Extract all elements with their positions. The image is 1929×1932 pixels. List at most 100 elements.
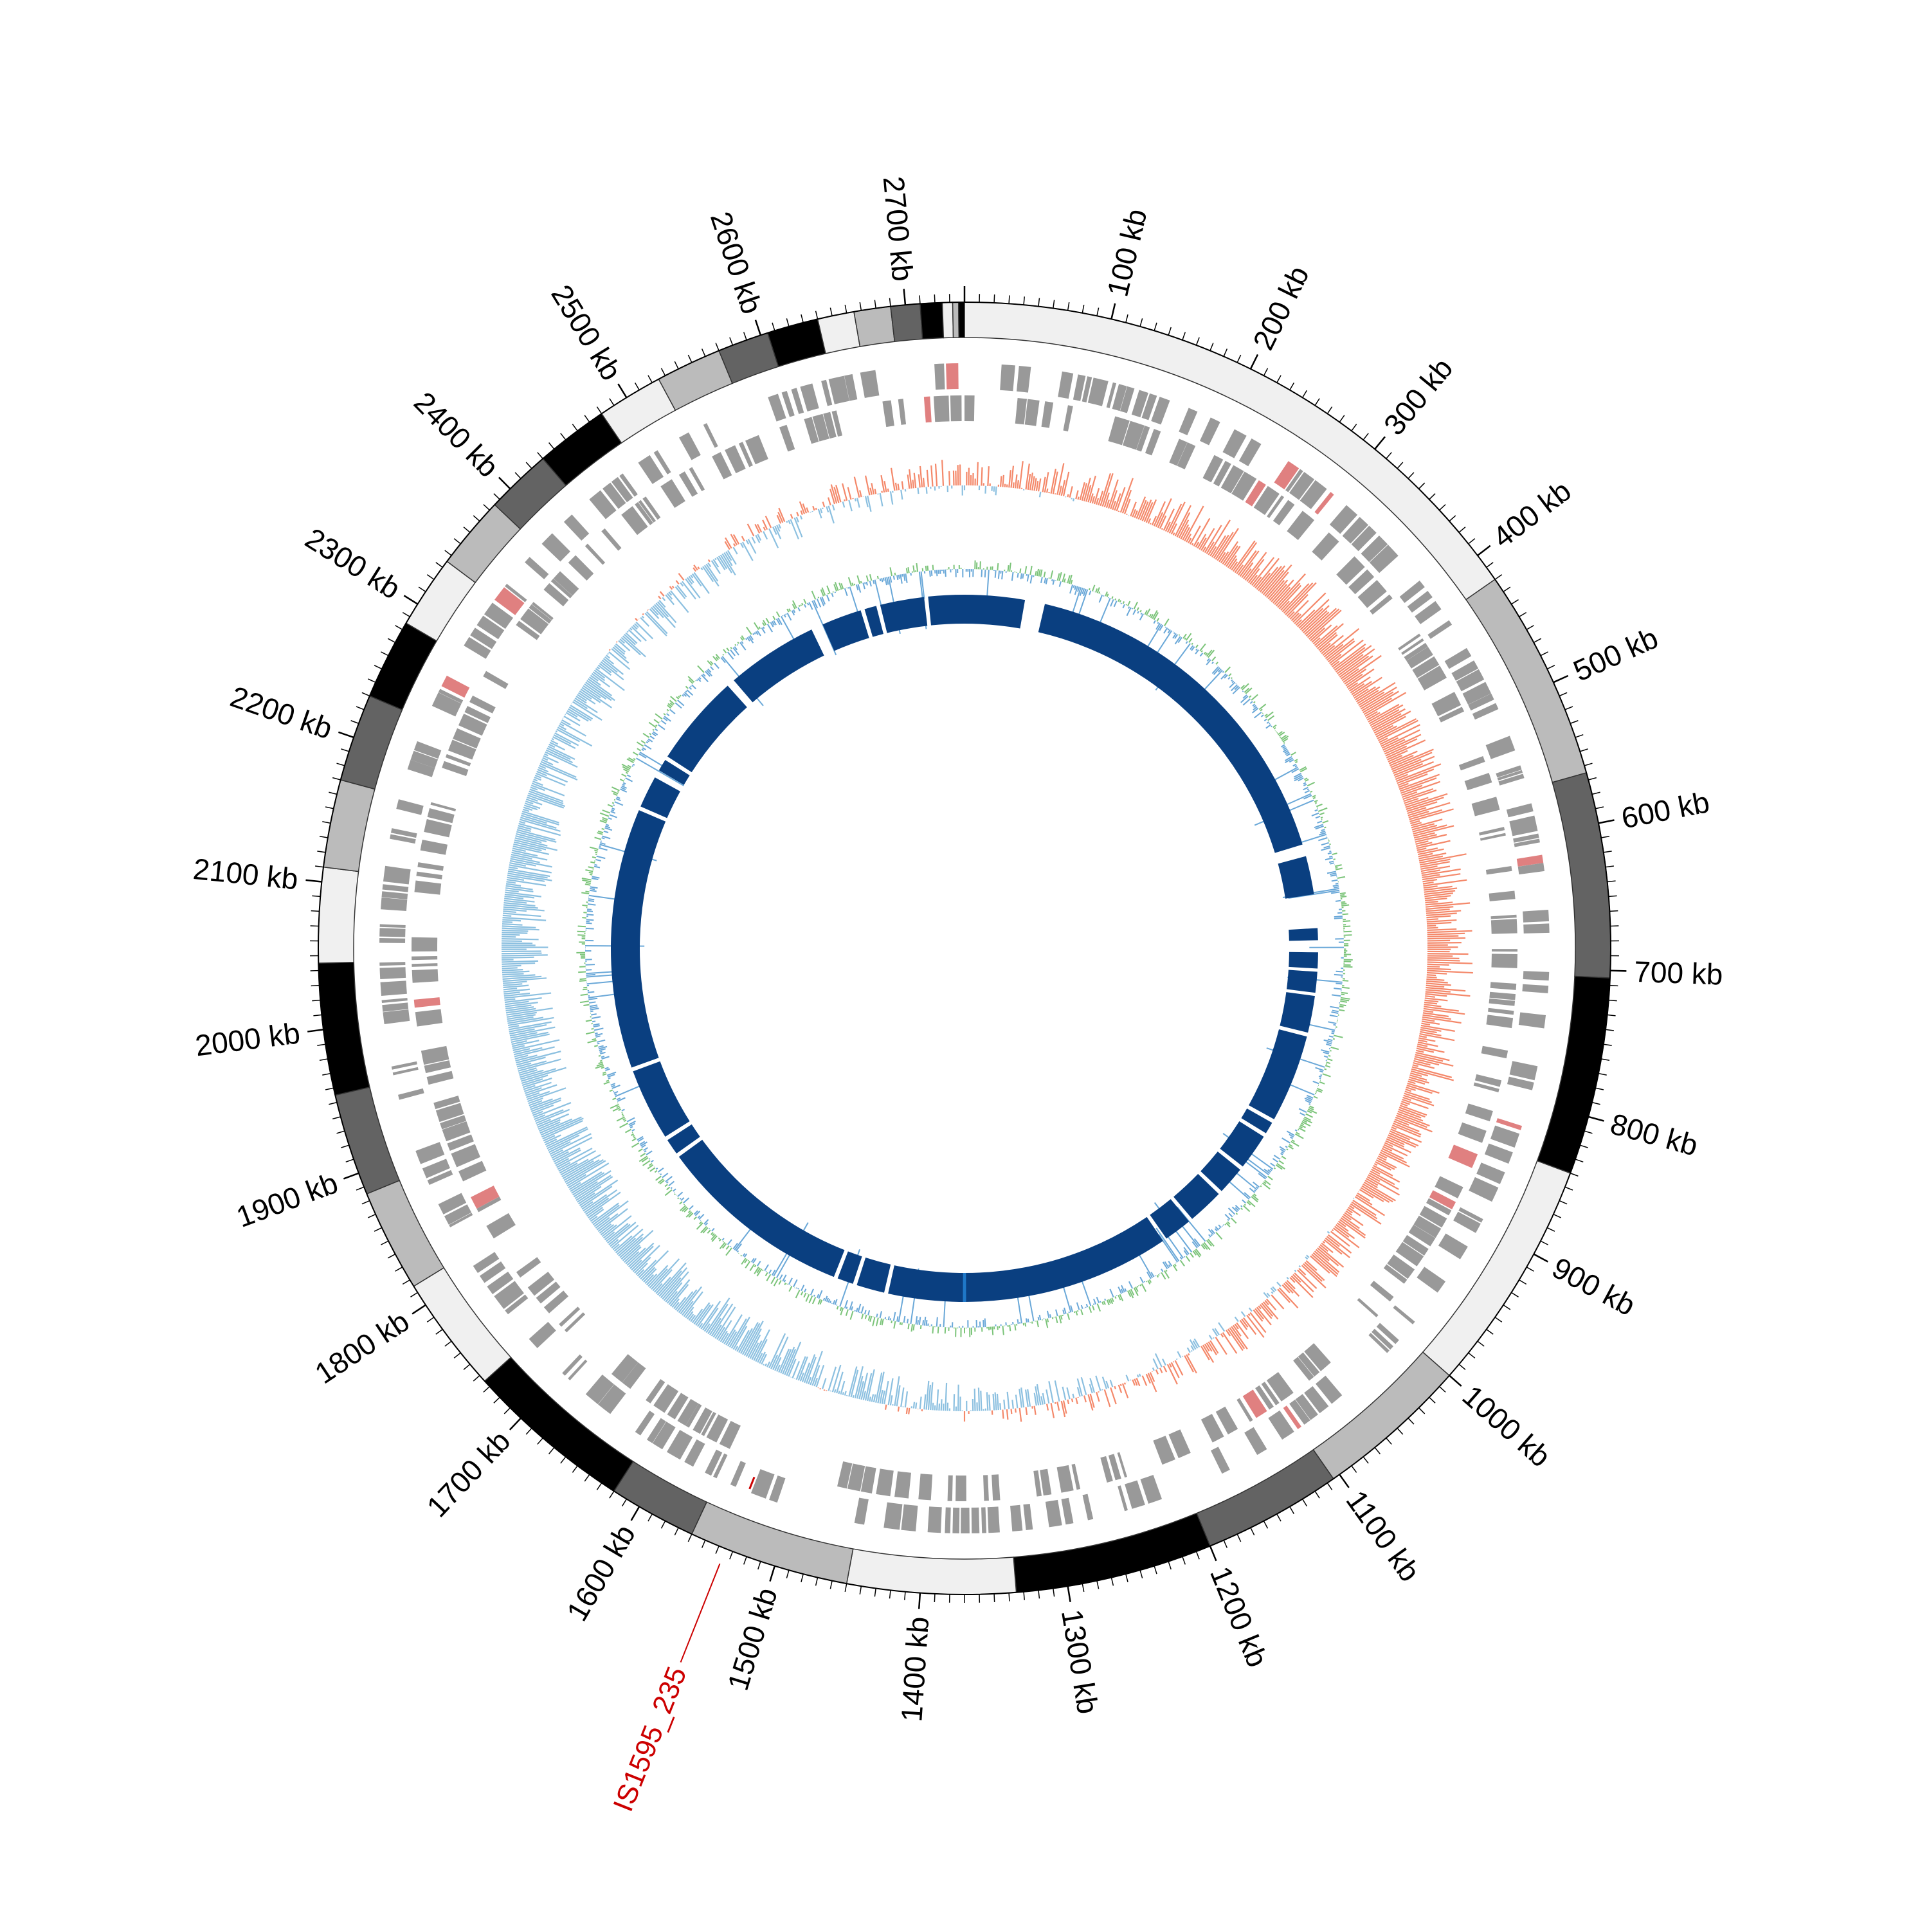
gc-skew-bar <box>502 926 536 928</box>
gc-content-bar <box>1201 651 1202 652</box>
gc-skew-bar <box>1425 996 1435 997</box>
minor-tick <box>1503 587 1510 591</box>
minor-tick <box>538 453 543 459</box>
gc-skew-bar <box>919 474 920 488</box>
contig-segment-3 <box>1537 977 1610 1173</box>
gc-skew-bar <box>1017 480 1018 489</box>
minor-tick <box>919 295 920 303</box>
gc-content-bar <box>605 1068 609 1069</box>
major-tick <box>1339 1474 1349 1487</box>
gc-content-bar <box>681 1198 684 1200</box>
minor-tick <box>1154 323 1157 330</box>
gc-content-bar <box>595 1036 600 1037</box>
gc-content-bar <box>899 575 900 579</box>
tick-label: 1700 kb <box>420 1424 516 1524</box>
gc-content-bar <box>617 791 619 792</box>
gc-content-bar <box>667 714 669 716</box>
gc-content-bar <box>1285 1146 1287 1148</box>
gc-content-bar <box>738 1250 739 1252</box>
gc-content-bar <box>1052 579 1053 581</box>
gc-content-bar <box>1321 817 1323 818</box>
gc-skew-bar <box>1013 482 1014 488</box>
gc-content-bar <box>796 1290 800 1298</box>
gc-content-bar <box>662 1173 668 1178</box>
gc-skew-bar <box>1418 1042 1438 1046</box>
gc-content-bar <box>602 1072 606 1074</box>
minor-tick <box>1375 1447 1380 1454</box>
minor-tick <box>436 1330 442 1335</box>
gene-block <box>948 1476 953 1501</box>
gc-skew-bar <box>1092 496 1094 503</box>
minor-tick <box>1251 1528 1254 1535</box>
gc-content-bar <box>865 1315 867 1319</box>
major-tick <box>1534 1254 1548 1262</box>
gc-content-bar <box>625 1130 631 1133</box>
gc-content-bar <box>598 831 603 833</box>
gc-content-bar <box>1321 829 1325 831</box>
gc-content-bar <box>831 593 833 597</box>
gc-content-bar <box>1289 1146 1294 1149</box>
gene-block <box>568 1360 587 1380</box>
minor-tick <box>1140 318 1143 327</box>
gc-content-bar <box>833 1300 835 1304</box>
gc-content-bar <box>1044 572 1046 577</box>
gc-content-bar <box>586 1020 592 1022</box>
gene-block <box>972 1508 980 1533</box>
gc-content-bar <box>627 775 630 777</box>
gc-content-bar <box>985 1319 986 1328</box>
gc-content-bar <box>1204 652 1206 654</box>
gc-content-bar <box>1331 1047 1339 1049</box>
minor-tick <box>1263 1521 1267 1529</box>
gc-content-bar <box>586 923 592 924</box>
gene-block <box>1417 1267 1445 1292</box>
gc-content-bar <box>845 588 847 596</box>
gene-block <box>1486 1015 1513 1028</box>
gc-skew-bar <box>1067 1387 1069 1399</box>
minor-tick <box>584 1474 590 1481</box>
gc-content-bar <box>784 1280 786 1282</box>
minor-tick <box>816 311 818 320</box>
gc-skew-bar <box>1026 1407 1027 1415</box>
minor-tick <box>1526 1267 1534 1271</box>
minor-tick <box>1053 300 1055 309</box>
contig-segment-18 <box>341 696 403 789</box>
tick-label: 2500 kb <box>545 279 628 386</box>
gc-skew-bar <box>764 527 765 530</box>
gc-skew-bar <box>1418 1040 1427 1042</box>
minor-tick <box>445 550 451 555</box>
gc-content-bar <box>1035 571 1036 575</box>
gc-content-bar <box>658 1168 663 1172</box>
minor-tick <box>1038 298 1039 307</box>
gene-block <box>1507 803 1534 817</box>
gc-content-bar <box>851 1311 853 1320</box>
gene-block <box>703 423 718 447</box>
gc-content-bar <box>995 570 996 578</box>
gc-content-bar <box>1067 1314 1069 1320</box>
gene-block <box>1448 1144 1478 1168</box>
gc-skew-bar <box>1073 498 1074 501</box>
gc-content-bar <box>945 570 946 577</box>
gc-content-bar <box>862 1314 863 1319</box>
gc-content-bar <box>789 1278 792 1285</box>
major-tick <box>1251 354 1258 368</box>
minor-tick <box>1595 807 1604 809</box>
gene-block <box>1481 1046 1508 1058</box>
gc-skew-bar <box>640 618 649 626</box>
gc-content-bar <box>592 876 600 878</box>
gc-content-bar <box>1118 599 1119 602</box>
gene-block <box>412 963 437 967</box>
gc-content-bar <box>840 1307 842 1311</box>
minor-tick <box>454 539 460 544</box>
gc-content-bar <box>585 891 589 892</box>
gc-content-bar <box>1137 611 1139 613</box>
minor-tick <box>702 1540 705 1548</box>
minor-tick <box>1386 1438 1391 1445</box>
minor-tick <box>1592 1103 1600 1105</box>
gc-skew-bar <box>1012 1400 1013 1409</box>
minor-tick <box>1154 1566 1157 1574</box>
contig-segment-10 <box>614 1461 707 1534</box>
gc-content-bar <box>637 748 641 750</box>
gc-content-bar <box>1225 1224 1226 1225</box>
minor-tick <box>332 1117 341 1119</box>
gc-content-bar <box>1231 1218 1236 1223</box>
